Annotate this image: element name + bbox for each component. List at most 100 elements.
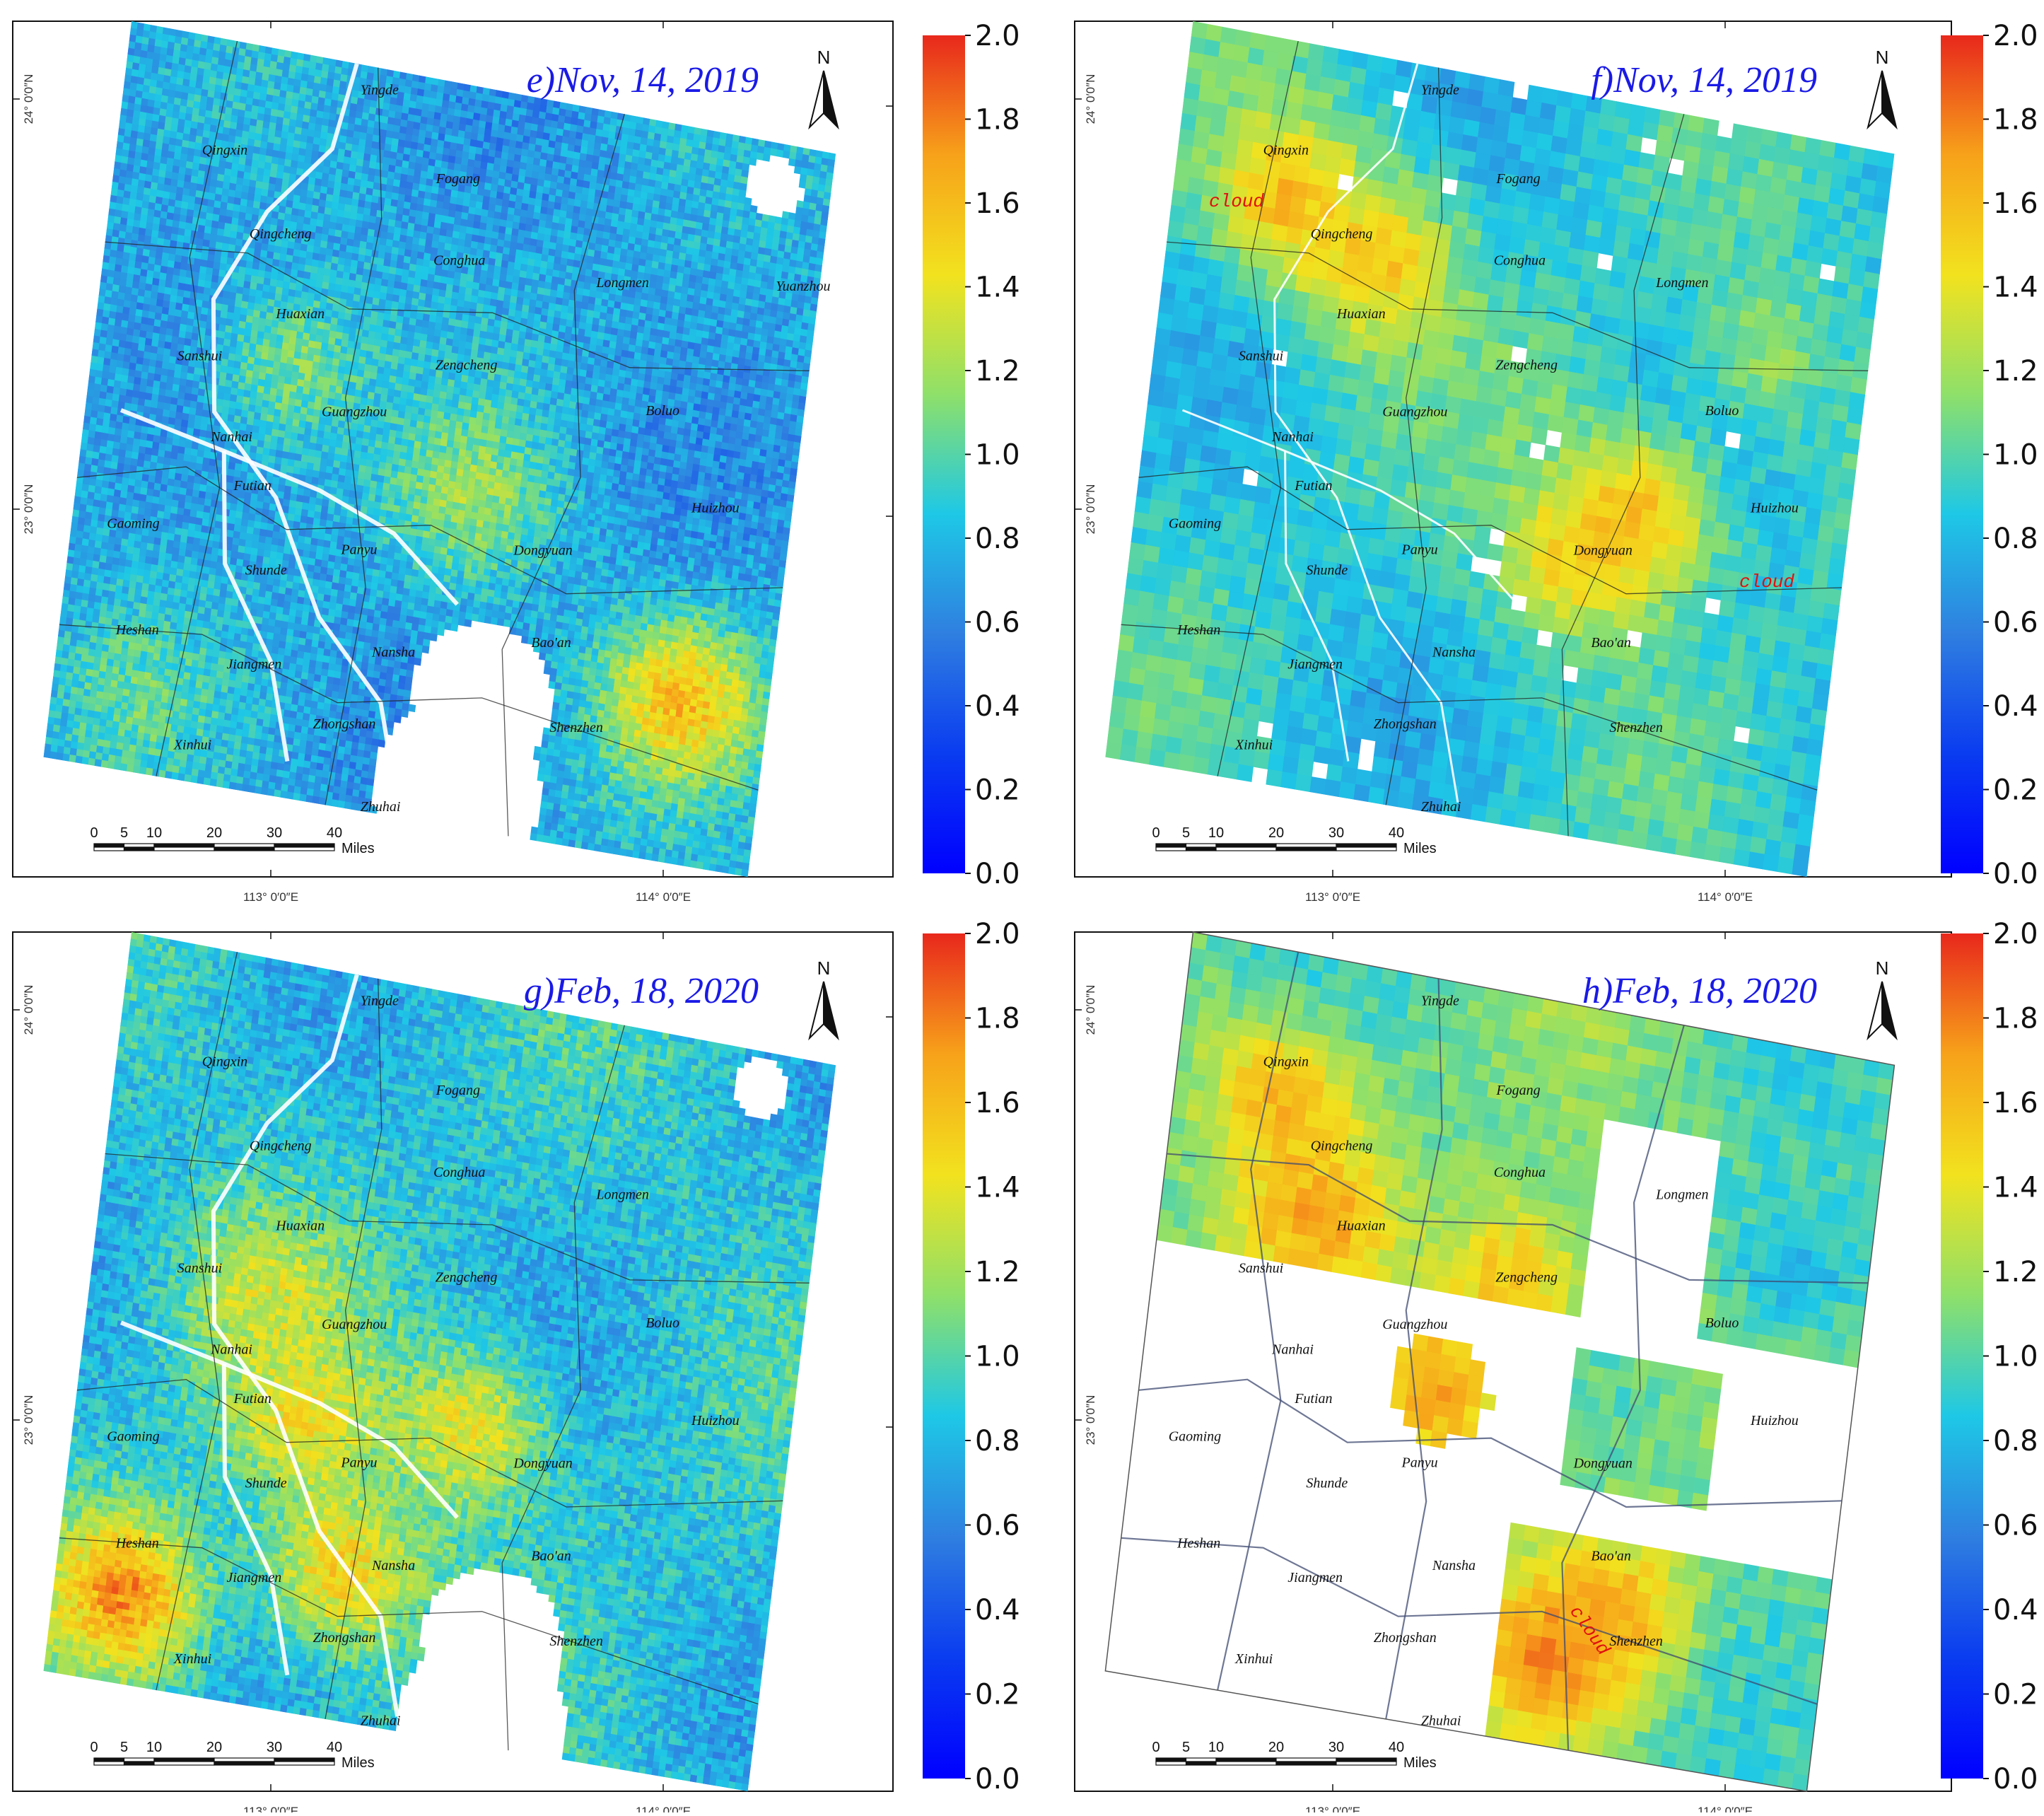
raster-cell (450, 244, 459, 252)
raster-cell (532, 211, 541, 221)
raster-cell (148, 140, 157, 149)
raster-cell (470, 295, 479, 304)
raster-cell (715, 434, 723, 443)
raster-cell (664, 425, 672, 433)
raster-cell (541, 362, 549, 371)
raster-cell (114, 154, 122, 163)
raster-cell (605, 265, 613, 274)
raster-cell (730, 369, 738, 378)
raster-cell (450, 298, 459, 307)
raster-cell (147, 209, 156, 217)
raster-cell (517, 235, 525, 245)
raster-cell (220, 310, 228, 320)
raster-cell (674, 393, 683, 402)
raster-cell (568, 354, 576, 362)
raster-cell (422, 259, 431, 268)
raster-cell (300, 352, 308, 361)
raster-cell (648, 233, 656, 242)
raster-cell (572, 212, 580, 221)
raster-cell (390, 308, 399, 316)
raster-cell (378, 298, 387, 308)
raster-cell (217, 330, 226, 339)
raster-cell (95, 315, 103, 324)
raster-cell (314, 341, 322, 350)
raster-cell (281, 349, 289, 358)
raster-cell (107, 262, 116, 272)
raster-cell (652, 308, 660, 317)
raster-cell (312, 361, 320, 370)
raster-cell (352, 137, 360, 146)
raster-cell (603, 332, 612, 342)
raster-cell (508, 308, 516, 318)
raster-cell (148, 195, 157, 204)
raster-cell (421, 218, 429, 227)
raster-cell (461, 374, 469, 383)
raster-cell (667, 182, 675, 192)
raster-cell (252, 262, 260, 271)
raster-cell (187, 202, 195, 211)
raster-cell (641, 394, 650, 402)
raster-cell (637, 379, 645, 388)
raster-cell (434, 376, 443, 385)
raster-cell (765, 402, 773, 412)
raster-cell (332, 351, 341, 360)
raster-cell (397, 363, 405, 372)
raster-cell (194, 197, 203, 206)
raster-cell (612, 368, 620, 377)
raster-cell (459, 388, 467, 397)
raster-cell (763, 255, 771, 263)
raster-cell (264, 271, 272, 279)
raster-cell (115, 312, 123, 321)
raster-cell (126, 163, 134, 173)
raster-cell (744, 406, 753, 414)
raster-cell (571, 226, 578, 234)
raster-cell (477, 289, 486, 298)
raster-cell (210, 281, 218, 291)
raster-cell (350, 260, 358, 268)
raster-cell (706, 243, 714, 252)
raster-cell (410, 250, 419, 259)
raster-cell (102, 310, 110, 318)
raster-cell (351, 144, 359, 153)
raster-cell (654, 342, 662, 351)
raster-cell (707, 392, 716, 401)
raster-cell (274, 347, 283, 356)
raster-cell (135, 199, 144, 209)
raster-cell (257, 324, 266, 333)
raster-cell (561, 298, 570, 307)
raster-cell (622, 390, 631, 399)
raster-cell (519, 378, 527, 388)
raster-cell (113, 325, 122, 334)
raster-cell (250, 336, 258, 345)
raster-cell (159, 272, 168, 281)
raster-cell (100, 268, 109, 277)
raster-cell (349, 327, 357, 336)
raster-cell (658, 370, 666, 378)
raster-cell (522, 298, 531, 307)
raster-cell (252, 316, 260, 325)
raster-cell (601, 407, 609, 416)
raster-cell (457, 293, 466, 301)
raster-cell (626, 310, 634, 319)
raster-cell (641, 292, 649, 301)
raster-cell (300, 345, 309, 354)
raster-cell (491, 231, 499, 240)
raster-cell (331, 202, 339, 210)
raster-cell (555, 351, 563, 360)
raster-cell (217, 221, 226, 231)
raster-cell (634, 399, 643, 408)
raster-cell (304, 264, 313, 274)
raster-cell (183, 181, 192, 190)
raster-cell (335, 277, 344, 286)
raster-cell (670, 372, 679, 381)
raster-cell (629, 391, 637, 400)
raster-cell (522, 359, 530, 367)
raster-cell (255, 242, 262, 250)
raster-cell (541, 254, 549, 262)
raster-cell (148, 311, 156, 320)
raster-cell (689, 376, 698, 385)
raster-cell (411, 352, 419, 361)
raster-cell (185, 277, 193, 286)
raster-cell (555, 189, 563, 197)
raster-cell (649, 280, 657, 289)
